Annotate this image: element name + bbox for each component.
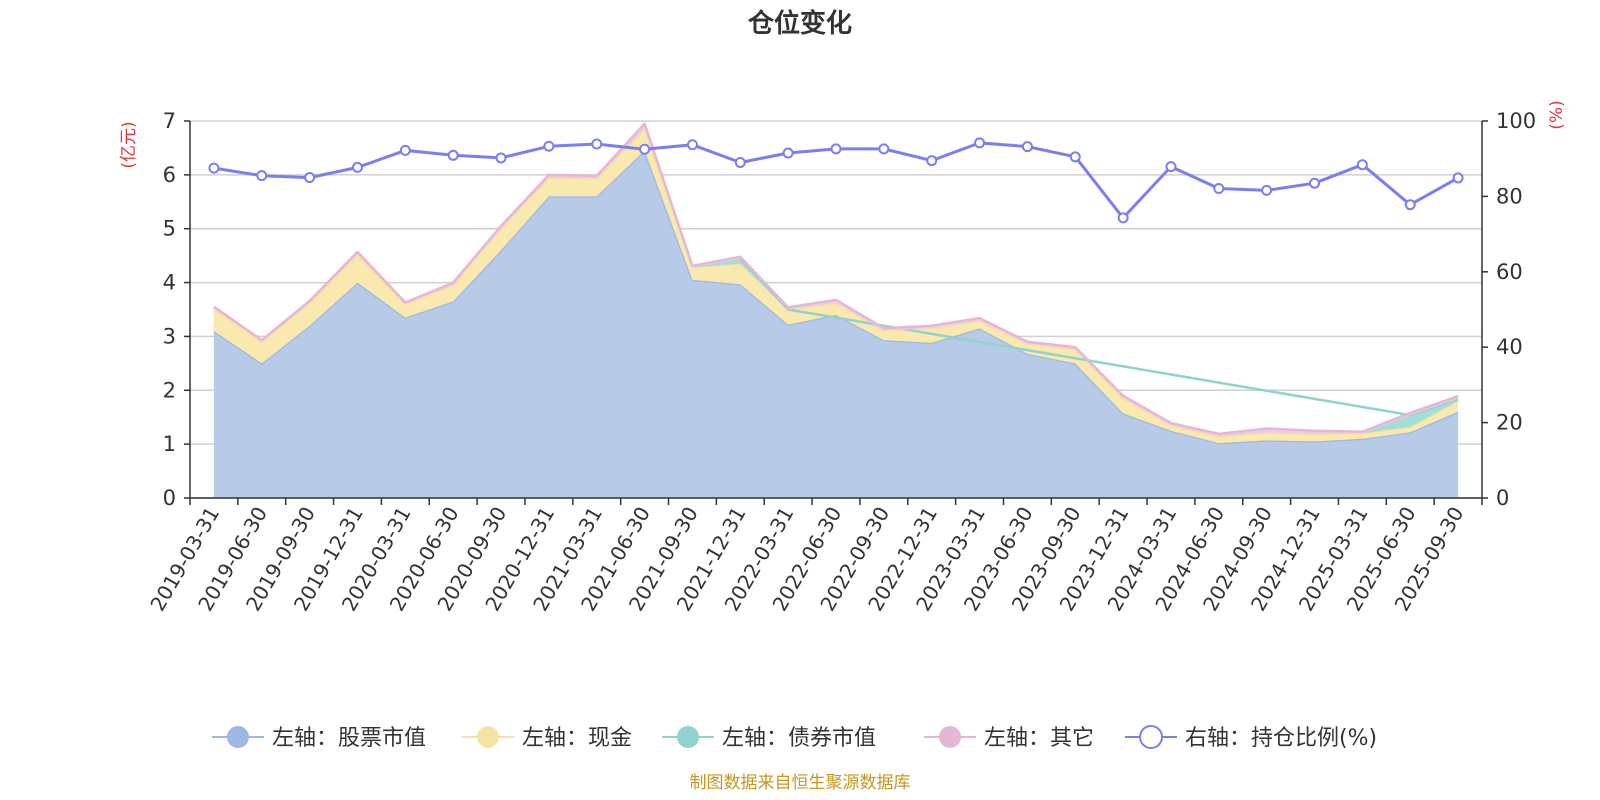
left-tick-label: 0 [163,486,176,510]
legend-label: 左轴：现金 [522,726,632,751]
area-左轴：股票市值 [213,150,1459,498]
ratio-point[interactable] [878,143,890,155]
stacked-areas [213,122,1459,498]
ratio-point[interactable] [208,162,220,174]
legend-marker [939,726,961,748]
legend-item[interactable]: 左轴：股票市值 [212,726,426,751]
right-tick-label: 100 [1496,109,1536,133]
ratio-point[interactable] [304,172,316,184]
left-tick-label: 2 [163,378,176,402]
ratio-point[interactable] [1117,212,1129,224]
area-左轴：现金 [213,129,1459,444]
ratio-point[interactable] [1069,151,1081,163]
ratio-point[interactable] [1452,172,1464,184]
left-axis-unit: (亿元) [119,121,139,168]
legend-marker [477,726,499,748]
ratio-point[interactable] [1261,184,1273,196]
area-edge-左轴：其它 [213,122,1459,436]
ratio-point[interactable] [399,144,411,156]
legend-label: 左轴：债券市值 [722,726,876,751]
legend-item[interactable]: 右轴：持仓比例(%) [1125,725,1377,751]
left-tick-label: 1 [163,432,176,456]
legend-label: 左轴：其它 [984,726,1094,751]
right-tick-label: 0 [1496,486,1509,510]
legend-label: 左轴：股票市值 [272,726,426,751]
legend-item[interactable]: 左轴：现金 [462,726,632,751]
right-tick-label: 20 [1496,411,1523,435]
ratio-point[interactable] [830,143,842,155]
right-axis-unit: (%) [1547,100,1567,129]
ratio-point[interactable] [1404,199,1416,211]
ratio-point[interactable] [256,170,268,182]
ratio-point[interactable] [351,161,363,173]
left-tick-label: 6 [163,163,176,187]
data-source-note: 制图数据来自恒生聚源数据库 [690,773,911,793]
right-tick-label: 60 [1496,260,1523,284]
left-tick-label: 3 [163,324,176,348]
ratio-point[interactable] [734,156,746,168]
legend-label: 右轴：持仓比例(%) [1185,726,1377,751]
legend[interactable]: 左轴：股票市值 左轴：现金 左轴：债券市值 左轴：其它 右轴：持仓比例(%) [212,725,1377,751]
ratio-point[interactable] [1356,159,1368,171]
ratio-point[interactable] [591,138,603,150]
ratio-point[interactable] [495,152,507,164]
left-tick-label: 5 [163,217,176,241]
ratio-line [208,137,1464,224]
ratio-point[interactable] [1165,161,1177,173]
right-tick-label: 40 [1496,335,1523,359]
ratio-point[interactable] [447,149,459,161]
legend-marker [227,726,249,748]
legend-item[interactable]: 左轴：债券市值 [662,726,876,751]
ratio-point[interactable] [639,143,651,155]
ratio-point[interactable] [1021,141,1033,153]
right-tick-label: 80 [1496,184,1523,208]
ratio-point[interactable] [974,137,986,149]
ratio-point[interactable] [1213,182,1225,194]
legend-marker [1139,725,1163,749]
left-tick-label: 4 [163,271,176,295]
ratio-point[interactable] [782,147,794,159]
ratio-point[interactable] [1309,177,1321,189]
legend-item[interactable]: 左轴：其它 [924,726,1094,751]
left-tick-label: 7 [163,109,176,133]
ratio-point[interactable] [686,139,698,151]
legend-marker [677,726,699,748]
ratio-point[interactable] [543,140,555,152]
chart-title: 仓位变化 [747,8,852,39]
ratio-point[interactable] [926,155,938,167]
